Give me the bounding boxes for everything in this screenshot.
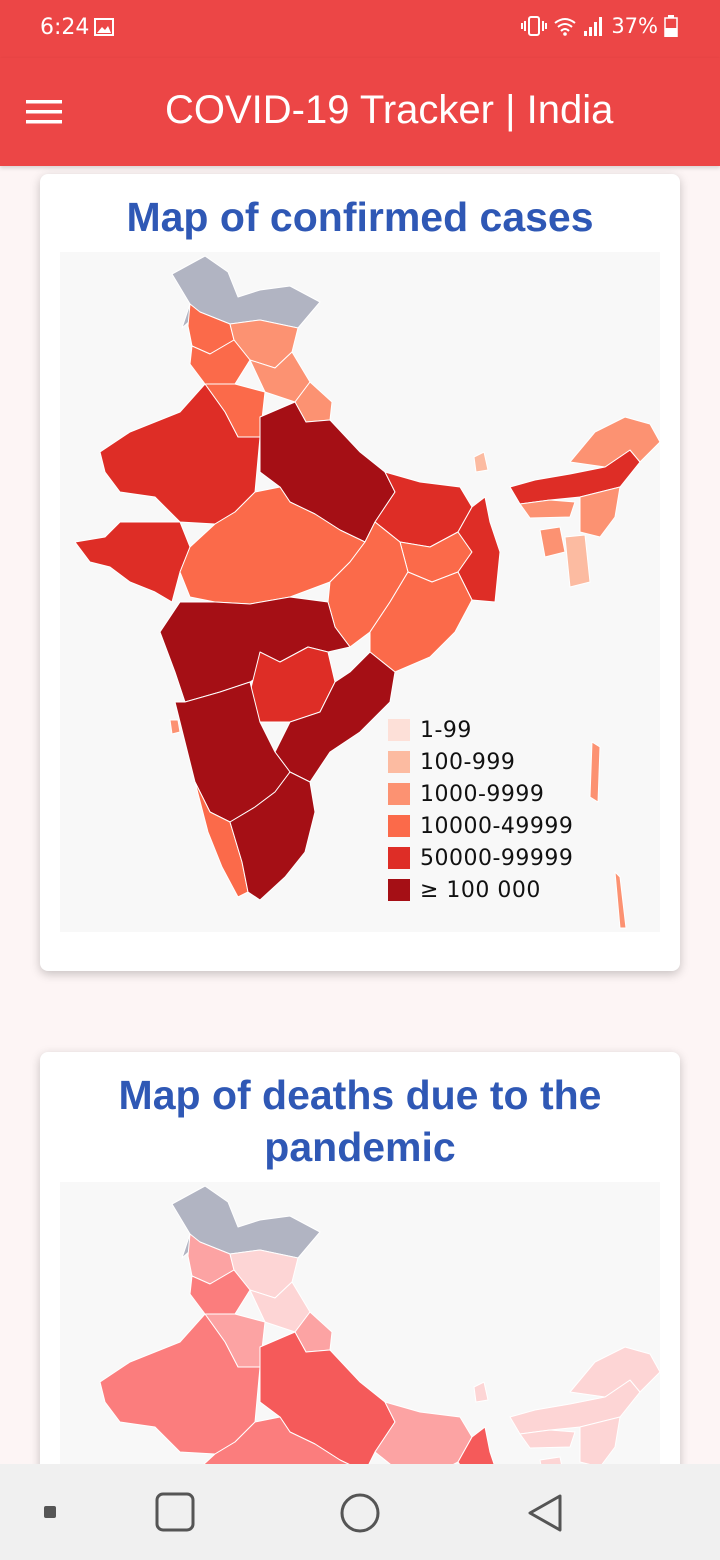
map-region-meghalaya [519,1429,576,1449]
map-region-arunachal [569,416,660,468]
legend-item: 1000-9999 [388,778,588,810]
legend-label: 1000-9999 [420,781,545,807]
vibrate-icon [521,16,548,36]
legend-swatch [388,719,410,741]
map-region-gujarat [74,521,191,603]
back-icon[interactable] [524,1492,564,1534]
legend-item: ≥ 100 000 [388,874,588,906]
hamburger-menu-icon[interactable] [26,98,62,126]
battery-percent: 37% [611,14,658,38]
map-region-sikkim [473,1381,489,1403]
confirmed-cases-title: Map of confirmed cases [126,194,594,240]
india-map-confirmed [74,255,660,929]
map-region-sikkim [473,451,489,473]
confirmed-cases-map: 1-99 100-999 1000-9999 10000-49999 50000… [60,252,660,932]
nav-dot-icon [44,1506,56,1518]
map-region-nagaland-manipur [579,1416,621,1468]
system-navigation-bar [0,1464,720,1560]
deaths-title: Map of deaths due to the pandemic [118,1072,602,1170]
image-notification-icon [94,18,114,36]
legend-swatch [388,783,410,805]
battery-icon [664,15,678,37]
map-region-tamil-nadu [229,771,316,901]
legend-swatch [388,879,410,901]
recent-apps-icon[interactable] [155,1492,195,1532]
app-title: COVID-19 Tracker | India [165,88,614,132]
map-region-ladakh [171,1185,321,1259]
map-region-punjab [189,1269,251,1315]
legend-label: 1-99 [420,717,472,743]
legend-label: 10000-49999 [420,813,574,839]
legend-label: 50000-99999 [420,845,574,871]
map-region-nagaland-manipur [579,486,621,538]
map-region-goa [169,719,181,735]
legend-swatch [388,815,410,837]
legend-item: 10000-49999 [388,810,588,842]
legend-item: 1-99 [388,714,588,746]
app-bar: COVID-19 Tracker | India [0,58,720,166]
map-region-odisha [369,571,473,673]
status-indicators: 37% [521,14,678,38]
map-region-punjab [189,339,251,385]
map-region-andaman [589,741,601,803]
status-bar: 6:24 37% [0,0,720,58]
legend-item: 100-999 [388,746,588,778]
map-region-tripura [539,526,566,558]
wifi-icon [554,18,576,36]
status-time: 6:24 [40,15,90,40]
signal-icon [584,17,603,36]
deaths-card: Map of deaths due to the pandemic [40,1052,680,1492]
confirmed-cases-legend: 1-99 100-999 1000-9999 10000-49999 50000… [388,714,588,906]
map-region-arunachal [569,1346,660,1398]
india-map-deaths [99,1185,660,1492]
map-region-mizoram [564,534,591,588]
legend-item: 50000-99999 [388,842,588,874]
map-region-andaman-south [614,871,627,929]
home-icon[interactable] [339,1492,381,1534]
legend-swatch [388,751,410,773]
legend-label: ≥ 100 000 [420,877,541,903]
confirmed-cases-card: Map of confirmed cases [40,174,680,971]
map-region-meghalaya [519,499,576,519]
legend-label: 100-999 [420,749,516,775]
legend-swatch [388,847,410,869]
map-region-ladakh [171,255,321,329]
map-region-west-bengal [457,496,501,603]
deaths-map [60,1182,660,1492]
